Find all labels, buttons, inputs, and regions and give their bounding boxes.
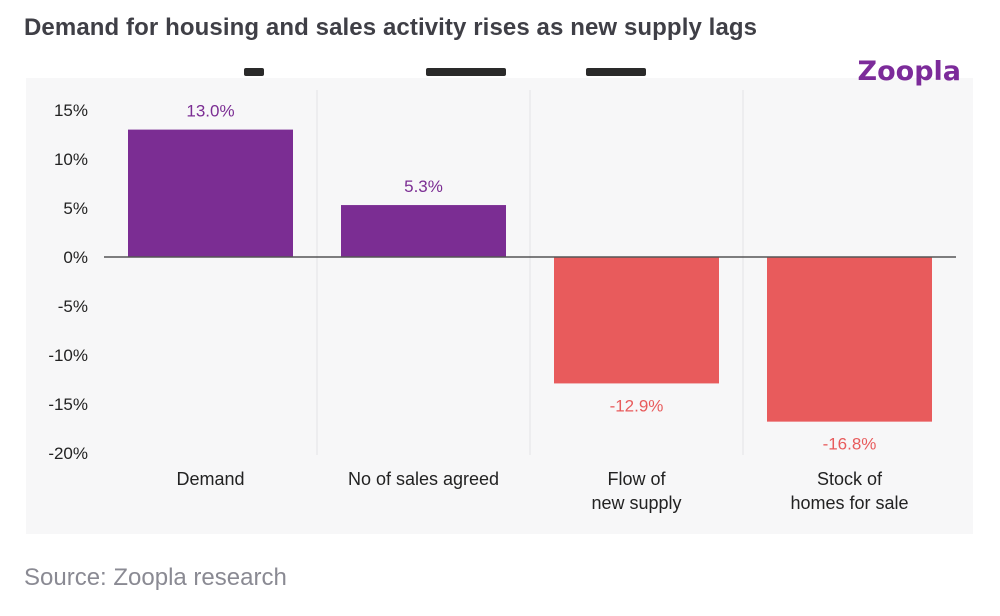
category-label: Flow of bbox=[607, 469, 666, 489]
data-label: 13.0% bbox=[186, 102, 234, 121]
y-tick-label: -15% bbox=[48, 395, 88, 414]
category-label: homes for sale bbox=[790, 493, 908, 513]
bar-chart: 15% 10% 5% 0% -5% -10% -15% -20% 13.0% Demand 5.3%… bbox=[48, 90, 956, 513]
y-tick-label: -10% bbox=[48, 346, 88, 365]
bar bbox=[767, 257, 932, 422]
bar bbox=[128, 129, 293, 257]
category-label: Demand bbox=[176, 469, 244, 489]
bar bbox=[554, 257, 719, 384]
source-note: Source: Zoopla research bbox=[24, 564, 287, 591]
y-tick-label: -5% bbox=[58, 297, 88, 316]
y-tick-label: 5% bbox=[63, 199, 88, 218]
category-label: No of sales agreed bbox=[348, 469, 499, 489]
brand-logo: Zoopla bbox=[857, 60, 961, 87]
page-title: Demand for housing and sales activity ri… bbox=[24, 14, 758, 41]
chart-panel: Zoopla 15% 10% 5% 0% -5% -10% -15% -20% 13.0% Dem… bbox=[26, 60, 973, 534]
category-label: new supply bbox=[591, 493, 681, 513]
y-tick-label: 15% bbox=[54, 101, 88, 120]
data-label: 5.3% bbox=[404, 177, 443, 196]
y-tick-label: -20% bbox=[48, 444, 88, 463]
category-label: Stock of bbox=[817, 469, 883, 489]
bar bbox=[341, 205, 506, 257]
data-label: -16.8% bbox=[823, 435, 877, 454]
y-tick-label: 0% bbox=[63, 248, 88, 267]
data-label: -12.9% bbox=[610, 396, 664, 415]
y-tick-label: 10% bbox=[54, 150, 88, 169]
cropped-subtitle bbox=[26, 60, 973, 78]
